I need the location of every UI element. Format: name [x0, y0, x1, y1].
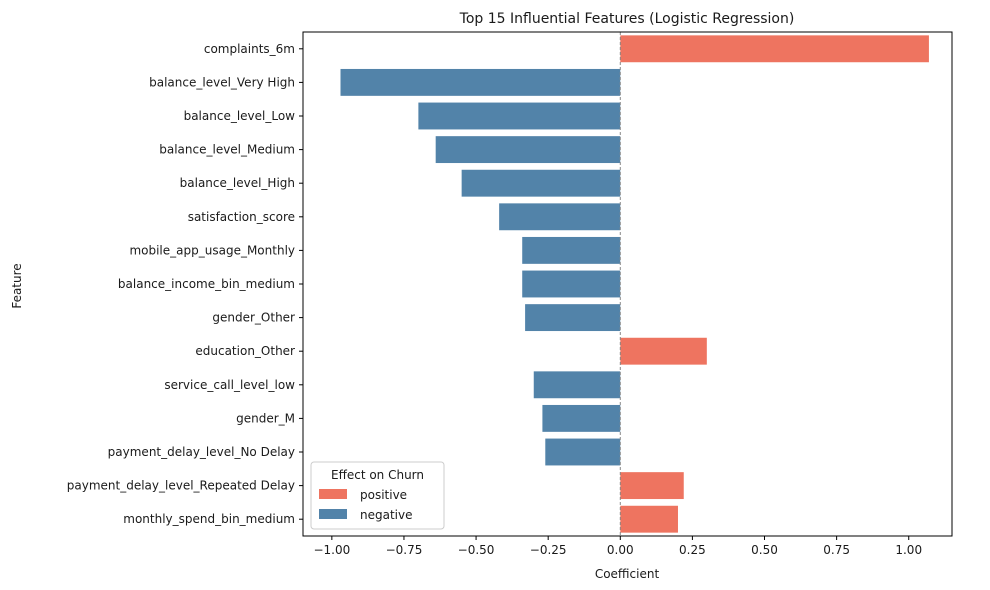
legend-label-negative: negative [360, 508, 412, 522]
y-tick-label-12: payment_delay_level_No Delay [108, 445, 295, 459]
bar-12 [545, 438, 621, 466]
y-tick-label-2: balance_level_Low [184, 109, 296, 123]
bar-4 [461, 169, 621, 197]
bar-7 [522, 270, 621, 298]
x-tick-label-8: 1.00 [895, 543, 922, 557]
y-tick-label-0: complaints_6m [204, 42, 295, 56]
y-tick-label-11: gender_M [236, 411, 295, 425]
y-tick-label-5: satisfaction_score [188, 210, 295, 224]
x-axis: −1.00 −0.75 −0.50 −0.25 0.00 0.25 0.50 0.75 1.00 [313, 536, 922, 557]
bar-13 [620, 472, 684, 500]
x-tick-label-7: 0.75 [823, 543, 850, 557]
legend-swatch-positive [319, 489, 347, 499]
bar-6 [522, 236, 621, 264]
x-tick-label-6: 0.50 [751, 543, 778, 557]
bar-8 [525, 304, 621, 332]
legend-swatch-negative [319, 509, 347, 519]
bars-layer [340, 35, 929, 533]
x-tick-label-1: −0.75 [386, 543, 423, 557]
x-tick-label-0: −1.00 [313, 543, 350, 557]
y-tick-label-13: payment_delay_level_Repeated Delay [67, 479, 295, 493]
y-tick-label-10: service_call_level_low [164, 378, 295, 392]
y-tick-label-8: gender_Other [212, 311, 295, 325]
bar-10 [533, 371, 621, 399]
bar-2 [418, 102, 621, 130]
legend: Effect on Churn positive negative [310, 461, 445, 530]
bar-11 [542, 404, 621, 432]
bar-5 [499, 203, 621, 231]
bar-0 [620, 35, 929, 63]
x-axis-label: Coefficient [595, 567, 660, 581]
bar-9 [620, 337, 707, 365]
y-axis-label: Feature [10, 263, 24, 308]
bar-14 [620, 505, 678, 533]
y-tick-label-6: mobile_app_usage_Monthly [129, 243, 295, 257]
y-tick-label-4: balance_level_High [180, 176, 295, 190]
x-tick-label-5: 0.25 [679, 543, 706, 557]
x-tick-label-3: −0.25 [530, 543, 567, 557]
y-axis: complaints_6m balance_level_Very High bala… [67, 42, 303, 526]
bar-1 [340, 68, 621, 96]
y-tick-label-1: balance_level_Very High [149, 75, 295, 89]
legend-title: Effect on Churn [331, 468, 424, 482]
x-tick-label-4: 0.00 [607, 543, 634, 557]
y-tick-label-3: balance_level_Medium [159, 143, 295, 157]
x-tick-label-2: −0.50 [458, 543, 495, 557]
bar-3 [435, 136, 621, 164]
plot-frame [302, 31, 953, 537]
chart-title: Top 15 Influential Features (Logistic Re… [459, 11, 795, 27]
y-tick-label-7: balance_income_bin_medium [118, 277, 295, 291]
y-tick-label-14: monthly_spend_bin_medium [123, 512, 295, 526]
legend-label-positive: positive [360, 488, 407, 502]
y-tick-label-9: education_Other [195, 344, 295, 358]
